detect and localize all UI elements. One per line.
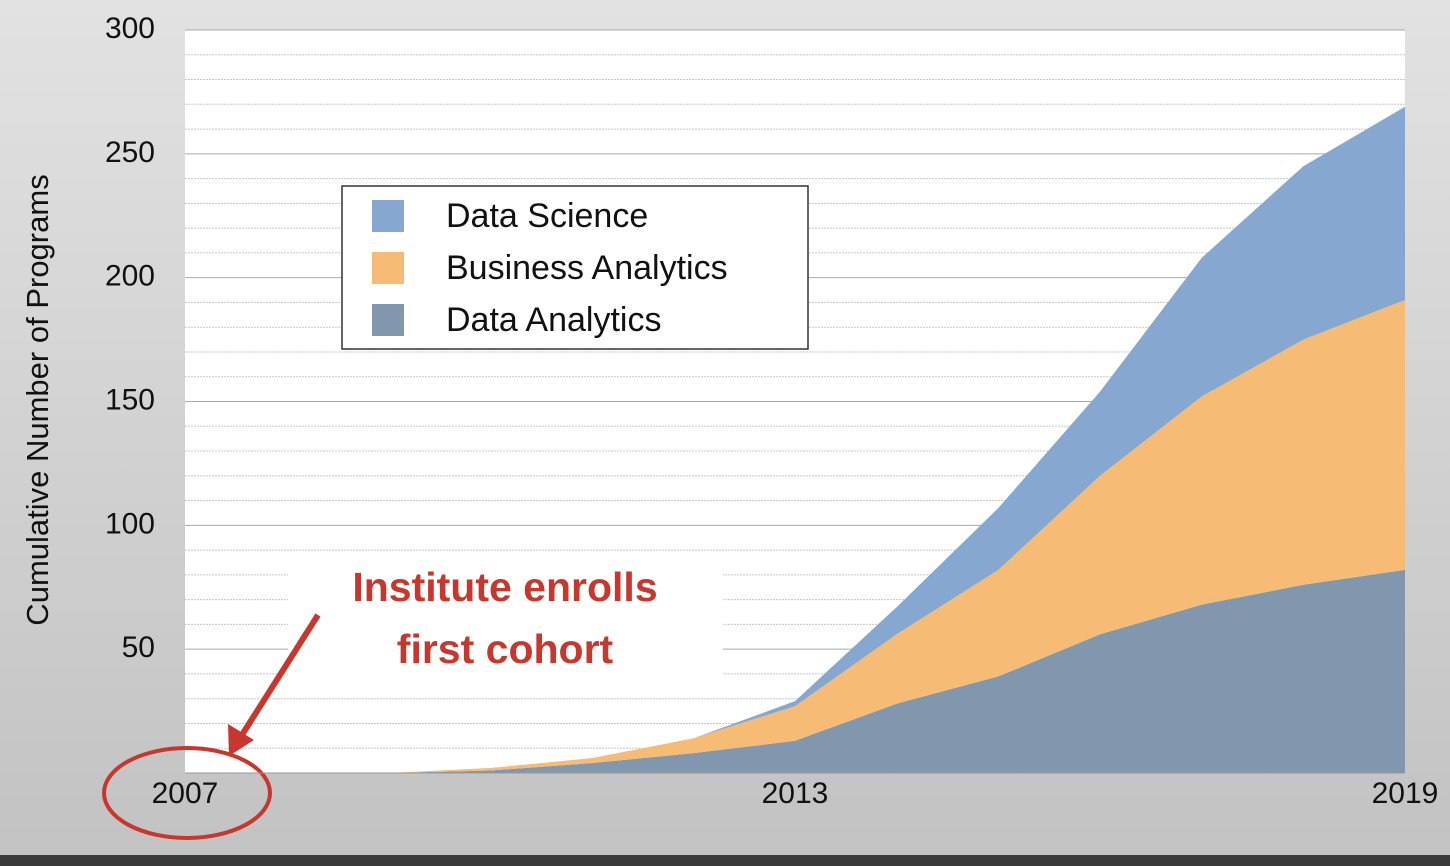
axes: 50 100 150 200 250 300 2007 2013 2019 [105, 12, 1438, 810]
legend: Data Science Business Analytics Data Analy… [341, 185, 809, 350]
areas [185, 106, 1405, 773]
annotation-backdrop [288, 555, 723, 685]
x-tick-label: 2019 [1372, 777, 1439, 810]
area [185, 569, 1405, 773]
annotation-ellipse [102, 746, 272, 840]
annotation-text: first cohort [397, 626, 614, 672]
y-tick-label: 100 [105, 507, 155, 540]
y-tick-label: 200 [105, 260, 155, 293]
area [185, 299, 1405, 773]
bottom-strip [0, 855, 1450, 866]
legend-label: Data Science [446, 197, 648, 235]
y-tick-label: 50 [122, 631, 155, 664]
annotation-arrowhead [228, 724, 254, 756]
legend-swatch [372, 200, 404, 232]
legend-label: Data Analytics [446, 301, 661, 339]
legend-label: Business Analytics [446, 249, 728, 287]
y-tick-label: 150 [105, 383, 155, 416]
y-axis-label: Cumulative Number of Programs [20, 174, 55, 625]
legend-swatch [372, 252, 404, 284]
y-tick-label: 250 [105, 136, 155, 169]
x-tick-label: 2007 [152, 777, 219, 810]
annotation: Institute enrolls first cohort [102, 555, 723, 840]
x-tick-label: 2013 [762, 777, 829, 810]
y-tick-label: 300 [105, 12, 155, 45]
legend-swatch [372, 304, 404, 336]
annotation-text: Institute enrolls [352, 564, 657, 610]
annotation-arrow [237, 613, 321, 740]
legend-box [341, 185, 809, 350]
